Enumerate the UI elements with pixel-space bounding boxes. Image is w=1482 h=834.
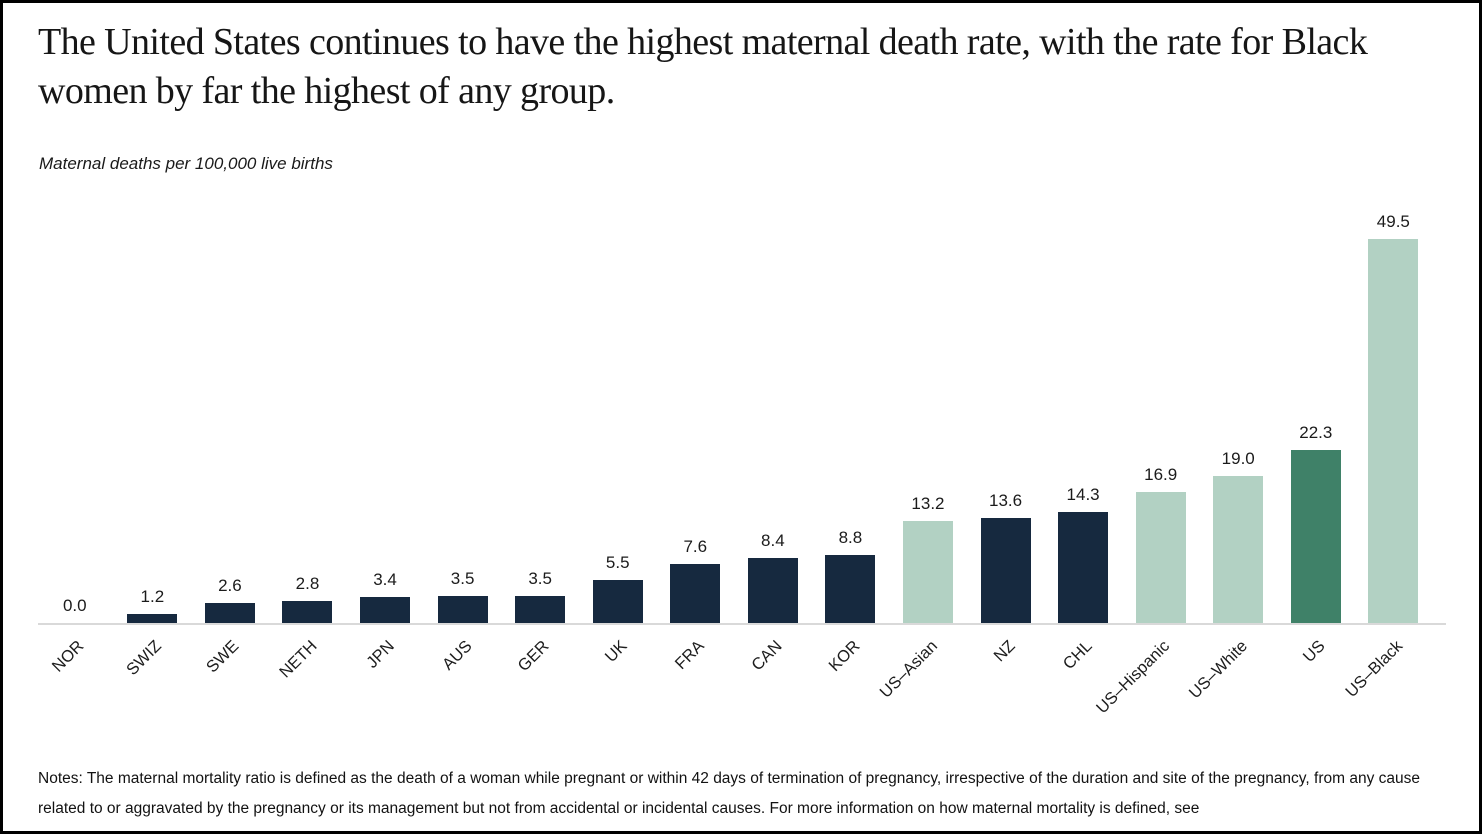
bar-column: 8.4 CAN: [734, 239, 812, 674]
bar: [902, 520, 953, 623]
bar-value-label: 5.5: [605, 553, 630, 573]
bar: [1135, 491, 1186, 623]
bar-column: 49.5 US–Black: [1342, 212, 1433, 701]
bar-column: 22.3 US: [1277, 239, 1355, 666]
bar-column: 13.2 US–Asian: [876, 239, 967, 702]
bar-column: 2.8 NETH: [269, 239, 347, 681]
bar: [360, 596, 411, 623]
bar-column: 3.5 AUS: [424, 239, 502, 674]
bar-category-label: JPN: [362, 637, 398, 672]
bar: [515, 595, 566, 623]
bar-column: 8.8 KOR: [812, 239, 890, 675]
bar-value-label: 14.3: [1066, 485, 1100, 505]
bar-category-label: NZ: [989, 637, 1019, 666]
bar: [1058, 512, 1109, 623]
bar: [437, 595, 488, 623]
bar-column: 1.2 SWIZ: [114, 239, 192, 679]
bar-value-label: 3.4: [373, 569, 397, 589]
bar-column: 7.6 FRA: [657, 239, 735, 673]
bar-category-label: KOR: [825, 637, 864, 676]
bar-value-label: 16.9: [1144, 464, 1178, 484]
bar-value-label: 22.3: [1299, 423, 1333, 443]
bar-value-label: 3.5: [528, 568, 552, 588]
bar-category-label: NOR: [48, 637, 88, 676]
bar: [127, 613, 178, 623]
bar: [1213, 475, 1264, 623]
bar-value-label: 49.5: [1376, 212, 1410, 231]
bar-category-label: NETH: [275, 637, 321, 682]
bar-column: 5.5 UK: [579, 239, 657, 666]
bar: [592, 580, 643, 623]
bar-category-label: GER: [514, 637, 553, 676]
bar-category-label: CHL: [1059, 637, 1096, 674]
bar-chart: 0.0 NOR 1.2 SWIZ 2.6 SWE 2.8 NETH 3.4 JP…: [36, 212, 1433, 717]
bar: [1290, 450, 1341, 623]
bar: [747, 557, 798, 623]
notes-text: Notes: The maternal mortality ratio is d…: [38, 770, 1420, 817]
bar: [204, 602, 255, 623]
bar-column: 0.0 NOR: [36, 239, 114, 676]
bar-column: 19.0 US–White: [1186, 239, 1277, 702]
bar: [282, 601, 333, 623]
bar-value-label: 7.6: [683, 537, 708, 557]
bar-column: 2.6 SWE: [191, 239, 269, 676]
bar-category-label: US: [1299, 637, 1329, 666]
bar-category-label: US–Hispanic: [1093, 637, 1174, 718]
bar-category-label: FRA: [671, 637, 709, 674]
bar-column: 3.4 JPN: [346, 239, 424, 672]
bar-value-label: 3.5: [450, 568, 475, 588]
chart-title: The United States continues to have the …: [38, 21, 1368, 113]
bar-category-label: US–Asian: [876, 637, 941, 702]
bar-column: 13.6 NZ: [967, 239, 1045, 665]
bar-value-label: 8.8: [838, 527, 863, 547]
bar-value-label: 13.2: [911, 493, 945, 513]
bar-category-label: US–Black: [1342, 637, 1407, 701]
bar-column: 14.3 CHL: [1044, 239, 1122, 673]
bar: [980, 517, 1031, 623]
bar-category-label: CAN: [748, 637, 786, 675]
bar-value-label: 8.4: [761, 530, 785, 550]
chart-subtitle: Maternal deaths per 100,000 live births: [39, 154, 333, 173]
bar-category-label: UK: [601, 637, 631, 666]
bar-column: 3.5 GER: [501, 239, 579, 675]
bar: [670, 564, 721, 623]
bar-value-label: 19.0: [1221, 448, 1255, 468]
bar-value-label: 0.0: [62, 596, 87, 615]
bar-category-label: SWE: [203, 637, 243, 677]
bar-value-label: 13.6: [988, 490, 1023, 510]
bar-category-label: AUS: [438, 637, 476, 674]
bar-value-label: 2.6: [218, 575, 242, 595]
bar-value-label: 2.8: [295, 574, 320, 594]
bar-value-label: 1.2: [140, 586, 165, 606]
bar: [825, 554, 876, 623]
bar-category-label: US–White: [1185, 637, 1251, 703]
bar-category-label: SWIZ: [123, 637, 166, 679]
bar-column: 16.9 US–Hispanic: [1093, 239, 1200, 717]
bar: [1368, 239, 1419, 623]
x-axis-line: [38, 623, 1446, 625]
